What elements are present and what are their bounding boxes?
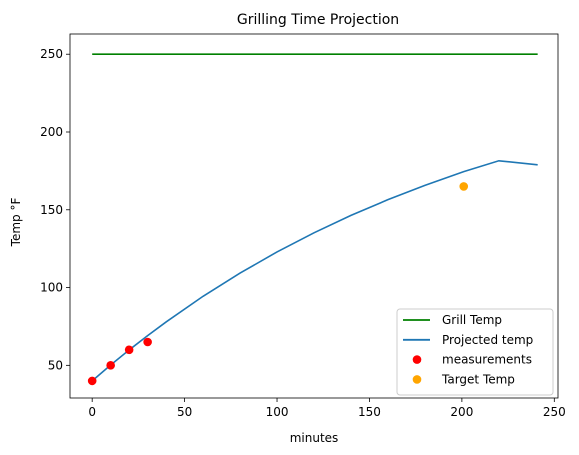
measurements-point-2 (124, 345, 134, 355)
legend-label-measurements: measurements (442, 353, 532, 367)
legend-label-projected-temp: Projected temp (442, 333, 533, 347)
legend-box (396, 308, 554, 396)
x-tick-label-3: 150 (358, 405, 381, 419)
legend-marker-measurements (412, 355, 422, 364)
x-tick-label-5: 250 (543, 405, 566, 419)
x-tick-label-0: 0 (88, 405, 96, 419)
measurements-point-3 (143, 337, 152, 347)
chart-title: Grilling Time Projection (237, 12, 399, 28)
x-tick-label-1: 50 (177, 405, 192, 419)
axes-frame (69, 33, 559, 399)
projected-temp-line (91, 159, 538, 382)
measurements-point-0 (87, 376, 97, 386)
y-tick-label-2: 150 (40, 203, 63, 217)
measurements-point-1 (106, 361, 115, 370)
legend: Grill Temp Projected temp measurements Targ… (396, 308, 554, 396)
x-axis-label: minutes (290, 431, 339, 445)
y-tick-label-4: 250 (40, 47, 63, 61)
y-tick-label-0: 50 (48, 358, 63, 372)
legend-label-grill-temp: Grill Temp (442, 313, 502, 327)
legend-label-target-temp: Target Temp (441, 372, 515, 386)
y-axis-label: Temp °F (9, 198, 23, 248)
legend-marker-target-temp (412, 375, 422, 384)
x-tick-label-2: 100 (266, 405, 289, 419)
target-temp-point-0 (459, 182, 469, 191)
x-tick-label-4: 200 (450, 405, 473, 419)
plot-area: 0 50 100 150 200 250 50 100 150 200 250 (40, 33, 566, 419)
y-tick-label-3: 200 (40, 125, 63, 139)
y-tick-label-1: 100 (40, 281, 63, 295)
